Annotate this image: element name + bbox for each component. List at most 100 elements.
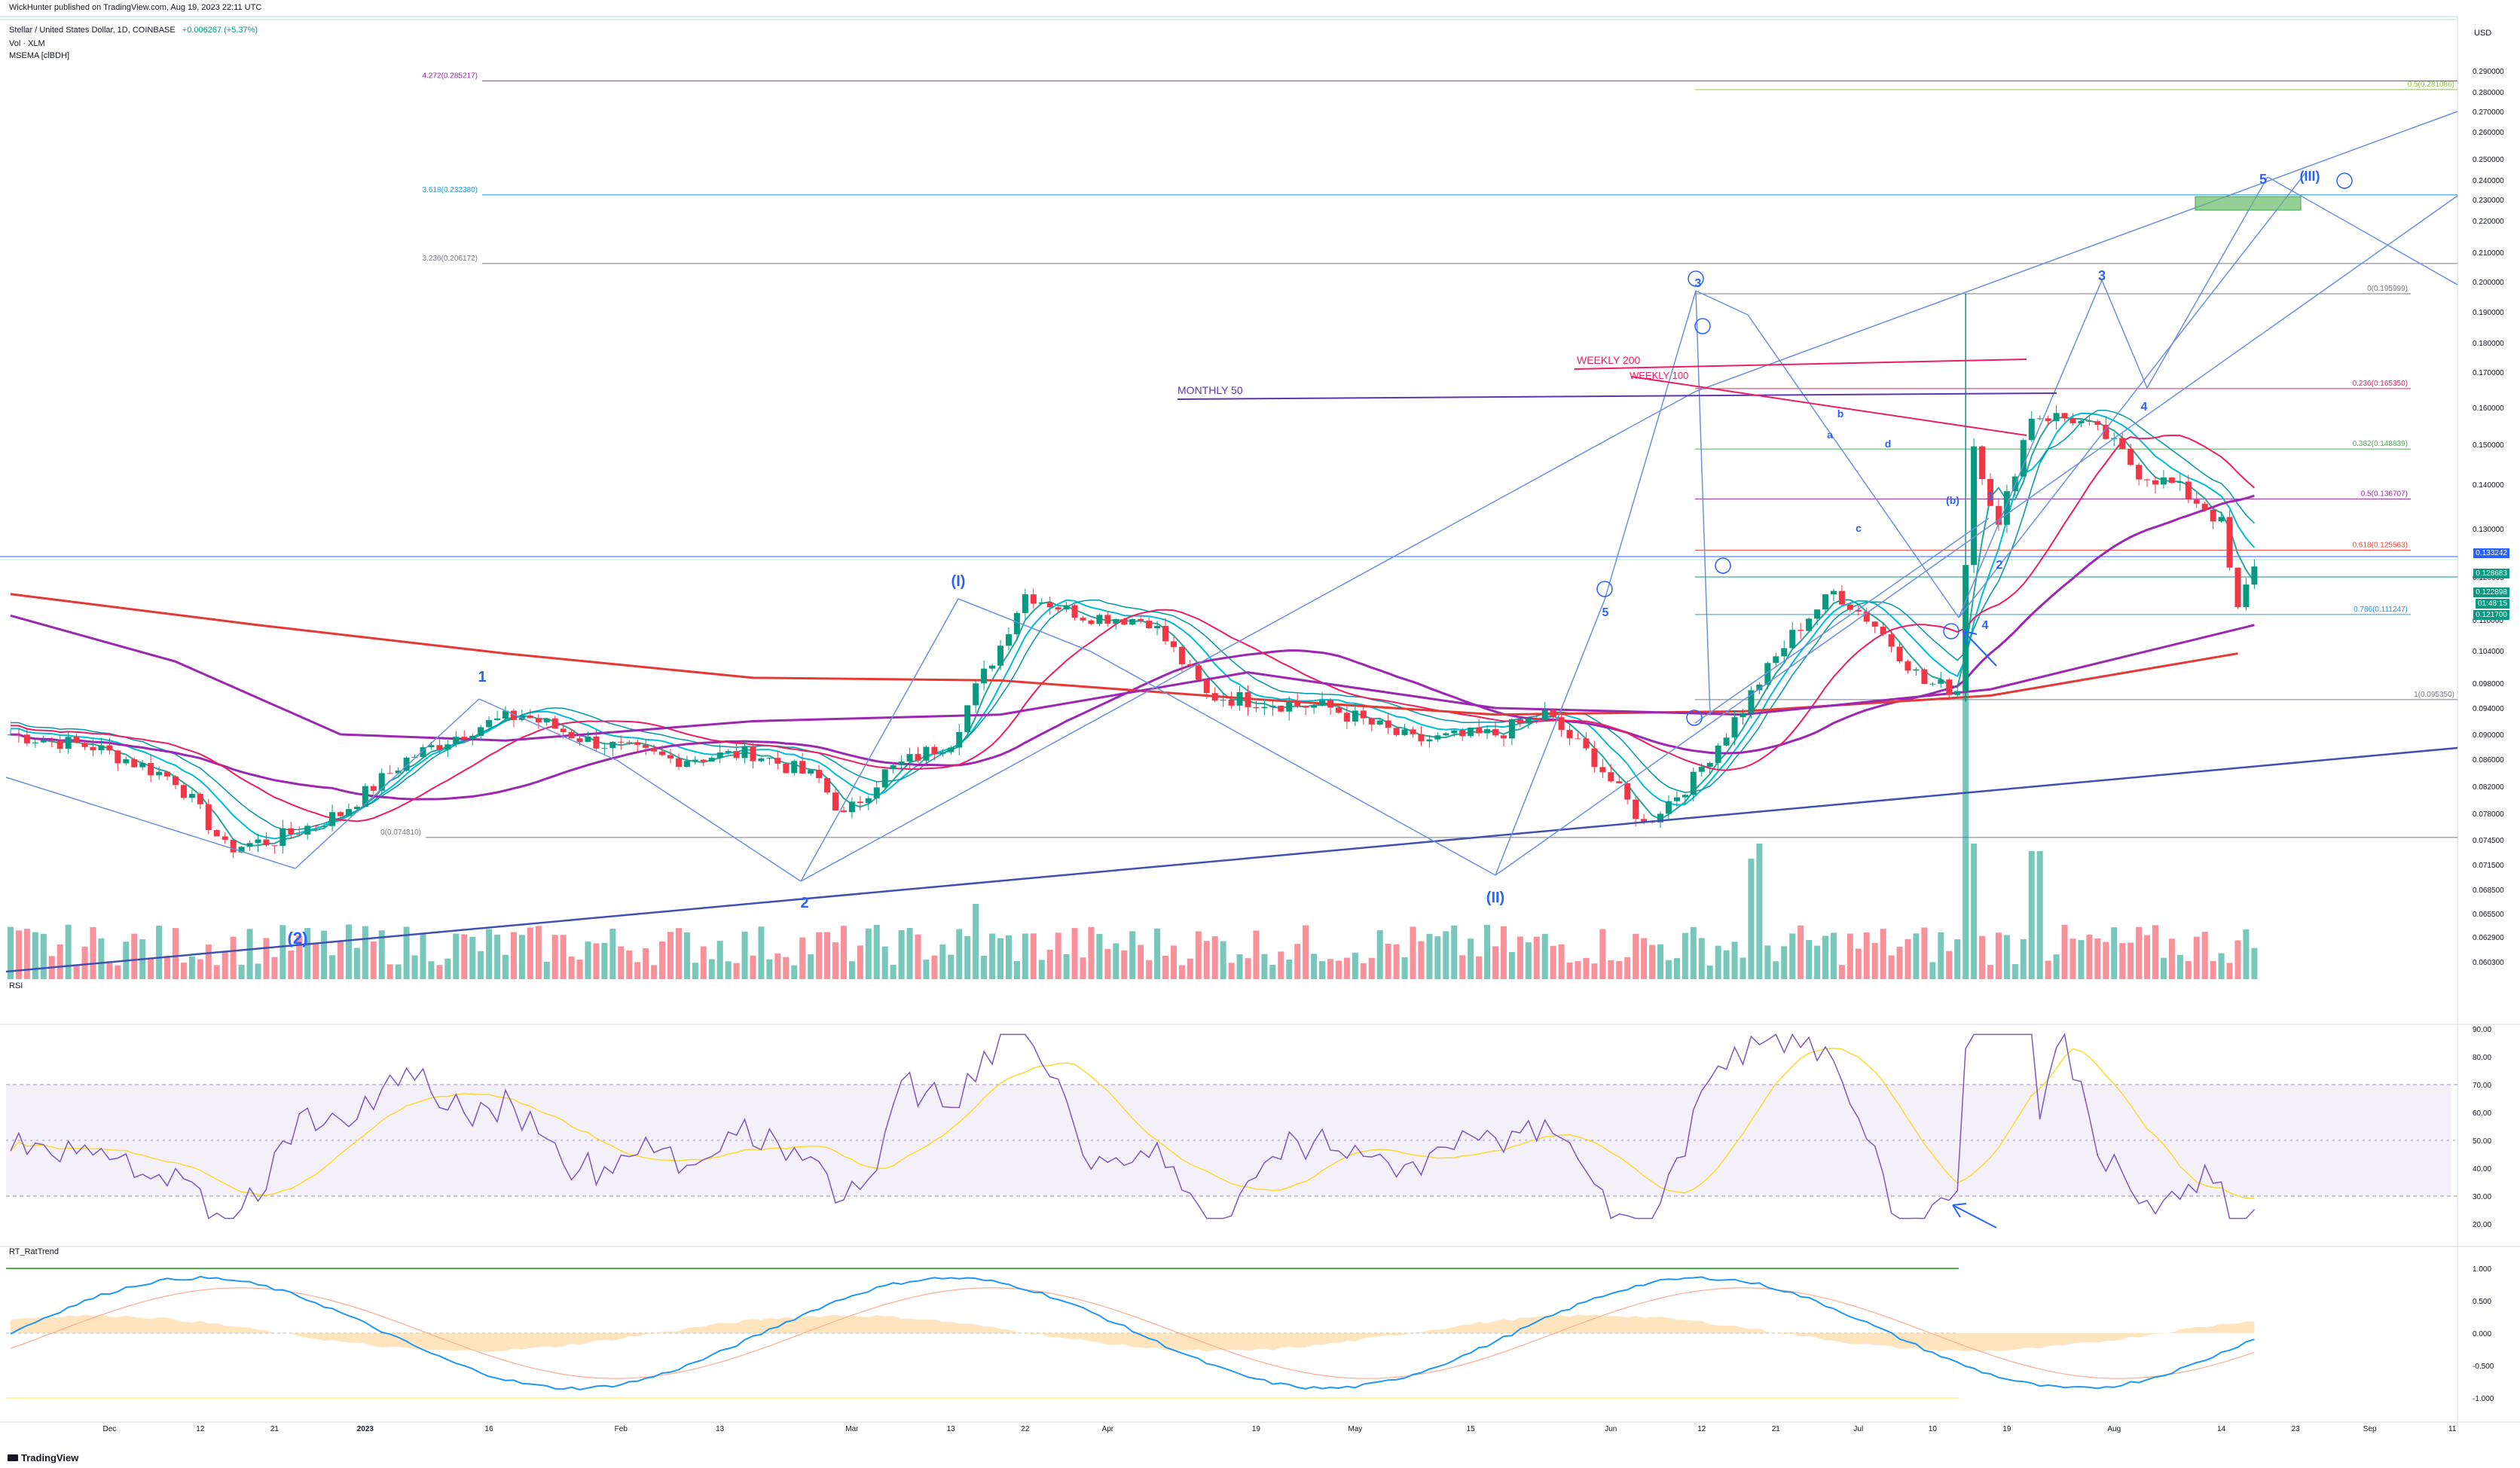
candle-body bbox=[1303, 706, 1309, 708]
price-tick: 0.150000 bbox=[2473, 441, 2504, 450]
wave-label: 1 bbox=[478, 669, 486, 685]
volume-bar bbox=[386, 964, 393, 979]
volume-bar bbox=[1303, 925, 1309, 979]
candle-body bbox=[1929, 683, 1936, 685]
rat-tick: -0.500 bbox=[2473, 1363, 2494, 1371]
wave-label: 4 bbox=[1982, 619, 1989, 632]
wave-circle bbox=[1686, 710, 1703, 726]
candle-body bbox=[1855, 609, 1862, 612]
candle-body bbox=[1525, 718, 1532, 724]
volume-bar bbox=[618, 946, 625, 979]
candle-body bbox=[1657, 813, 1663, 823]
time-tick: 21 bbox=[270, 1425, 279, 1433]
volume-bar bbox=[411, 955, 418, 979]
candle-body bbox=[915, 754, 921, 761]
candle-body bbox=[2234, 567, 2241, 608]
price-tick: 0.230000 bbox=[2473, 197, 2504, 205]
fib-label: 0(0.195999) bbox=[2367, 285, 2408, 293]
candle-body bbox=[948, 747, 955, 752]
candle-body bbox=[304, 826, 311, 835]
volume-bar bbox=[1706, 965, 1713, 979]
candle-body bbox=[1905, 661, 1911, 671]
volume-bar bbox=[791, 965, 798, 979]
candle-body bbox=[2168, 478, 2175, 484]
candle-body bbox=[444, 744, 451, 750]
wave-label: 4 bbox=[2141, 401, 2148, 414]
rsi-tick: 90.00 bbox=[2473, 1026, 2491, 1034]
volume-bar bbox=[2127, 942, 2134, 979]
volume-bar bbox=[57, 944, 63, 979]
volume-bar bbox=[560, 935, 567, 979]
time-tick: May bbox=[1348, 1425, 1362, 1433]
candle-body bbox=[1550, 710, 1556, 718]
candle-body bbox=[535, 718, 542, 722]
price-tick: 0.062900 bbox=[2473, 934, 2504, 942]
ema-teal bbox=[11, 409, 2255, 831]
fib-label: 0.382(0.148839) bbox=[2353, 440, 2408, 448]
candle-body bbox=[2243, 584, 2250, 608]
volume-bar bbox=[1525, 942, 1532, 979]
time-tick: Feb bbox=[615, 1425, 628, 1433]
volume-bar bbox=[1311, 954, 1318, 979]
rsi-tick: 70.00 bbox=[2473, 1082, 2491, 1090]
candle-body bbox=[593, 736, 600, 749]
volume-bar bbox=[906, 927, 913, 979]
candle-body bbox=[123, 759, 130, 764]
volume-bar bbox=[1253, 930, 1260, 979]
volume-bar bbox=[873, 925, 880, 979]
candle-body bbox=[1401, 729, 1408, 735]
candle-body bbox=[1261, 707, 1268, 709]
volume-bar bbox=[700, 946, 707, 979]
candle-body bbox=[1517, 719, 1523, 724]
candle-body bbox=[246, 843, 253, 847]
candle-body bbox=[1863, 611, 1870, 622]
candle-body bbox=[2003, 491, 2010, 525]
candle-body bbox=[1764, 663, 1771, 685]
candle-body bbox=[1954, 691, 1961, 695]
price-tick: 0.200000 bbox=[2473, 279, 2504, 287]
volume-bar bbox=[956, 929, 963, 979]
candle-body bbox=[1368, 718, 1375, 725]
volume-bar bbox=[840, 926, 847, 979]
volume-bar bbox=[1063, 954, 1070, 979]
trend-line bbox=[5, 777, 296, 869]
candle-body bbox=[48, 740, 55, 741]
candle-body bbox=[395, 771, 402, 774]
volume-bar bbox=[1566, 962, 1573, 979]
candle-body bbox=[1715, 745, 1721, 763]
volume-bar bbox=[1657, 944, 1663, 979]
candle-body bbox=[1913, 669, 1920, 671]
candle-body bbox=[213, 830, 220, 837]
volume-bar bbox=[1682, 932, 1688, 979]
candle-body bbox=[197, 794, 203, 804]
candle-body bbox=[543, 718, 550, 722]
wave-label: (b) bbox=[1946, 494, 1959, 506]
candle-body bbox=[271, 845, 278, 847]
candle-body bbox=[1946, 679, 1953, 695]
volume-bar bbox=[2185, 960, 2192, 979]
volume-bar bbox=[1129, 931, 1136, 979]
volume-bar bbox=[551, 935, 558, 979]
candle-body bbox=[1376, 720, 1383, 725]
ma-red-200 bbox=[10, 593, 2238, 716]
volume-bar bbox=[593, 943, 600, 979]
candle-body bbox=[2020, 440, 2027, 477]
volume-bar bbox=[1773, 961, 1779, 979]
volume-bar bbox=[1434, 936, 1441, 979]
volume-bar bbox=[444, 958, 451, 979]
rsi-tick: 40.00 bbox=[2473, 1165, 2491, 1173]
candle-body bbox=[725, 751, 732, 753]
trend-line bbox=[1090, 651, 1496, 876]
volume-bar bbox=[1088, 926, 1095, 979]
candle-body bbox=[1756, 684, 1763, 691]
volume-bar bbox=[1591, 963, 1598, 979]
fib-label: 0.786(0.111247) bbox=[2354, 606, 2408, 614]
volume-bar bbox=[576, 959, 583, 979]
volume-bar bbox=[848, 961, 855, 979]
volume-bar bbox=[1798, 925, 1804, 979]
volume-bar bbox=[659, 941, 666, 979]
candle-body bbox=[1327, 700, 1333, 708]
volume-bar bbox=[1195, 931, 1202, 979]
volume-bar bbox=[750, 955, 756, 979]
